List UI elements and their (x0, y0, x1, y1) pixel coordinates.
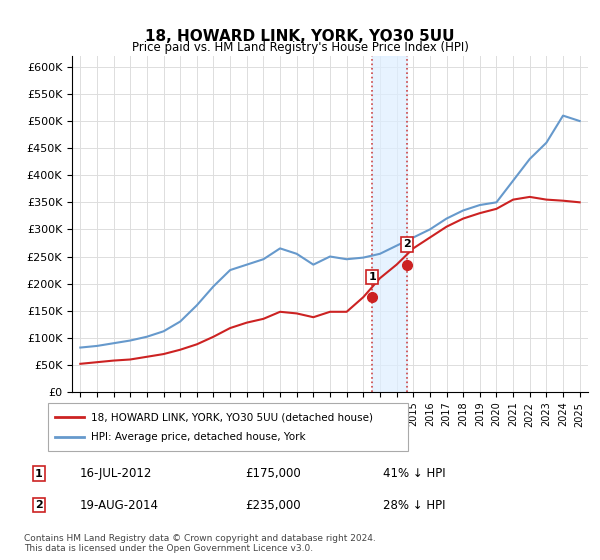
Text: 1: 1 (35, 469, 43, 479)
Text: 41% ↓ HPI: 41% ↓ HPI (383, 467, 445, 480)
Text: 18, HOWARD LINK, YORK, YO30 5UU: 18, HOWARD LINK, YORK, YO30 5UU (145, 29, 455, 44)
Text: Price paid vs. HM Land Registry's House Price Index (HPI): Price paid vs. HM Land Registry's House … (131, 41, 469, 54)
Text: 18, HOWARD LINK, YORK, YO30 5UU (detached house): 18, HOWARD LINK, YORK, YO30 5UU (detache… (91, 413, 373, 422)
Text: £175,000: £175,000 (245, 467, 301, 480)
Text: 19-AUG-2014: 19-AUG-2014 (79, 498, 158, 511)
Text: 2: 2 (35, 500, 43, 510)
Text: 16-JUL-2012: 16-JUL-2012 (79, 467, 152, 480)
FancyBboxPatch shape (48, 403, 408, 451)
Bar (372, 56, 407, 392)
Text: £235,000: £235,000 (245, 498, 301, 511)
Text: 1: 1 (368, 272, 376, 282)
Text: 28% ↓ HPI: 28% ↓ HPI (383, 498, 445, 511)
Text: 2: 2 (403, 240, 411, 249)
Text: HPI: Average price, detached house, York: HPI: Average price, detached house, York (91, 432, 306, 442)
Text: Contains HM Land Registry data © Crown copyright and database right 2024.
This d: Contains HM Land Registry data © Crown c… (24, 534, 376, 553)
